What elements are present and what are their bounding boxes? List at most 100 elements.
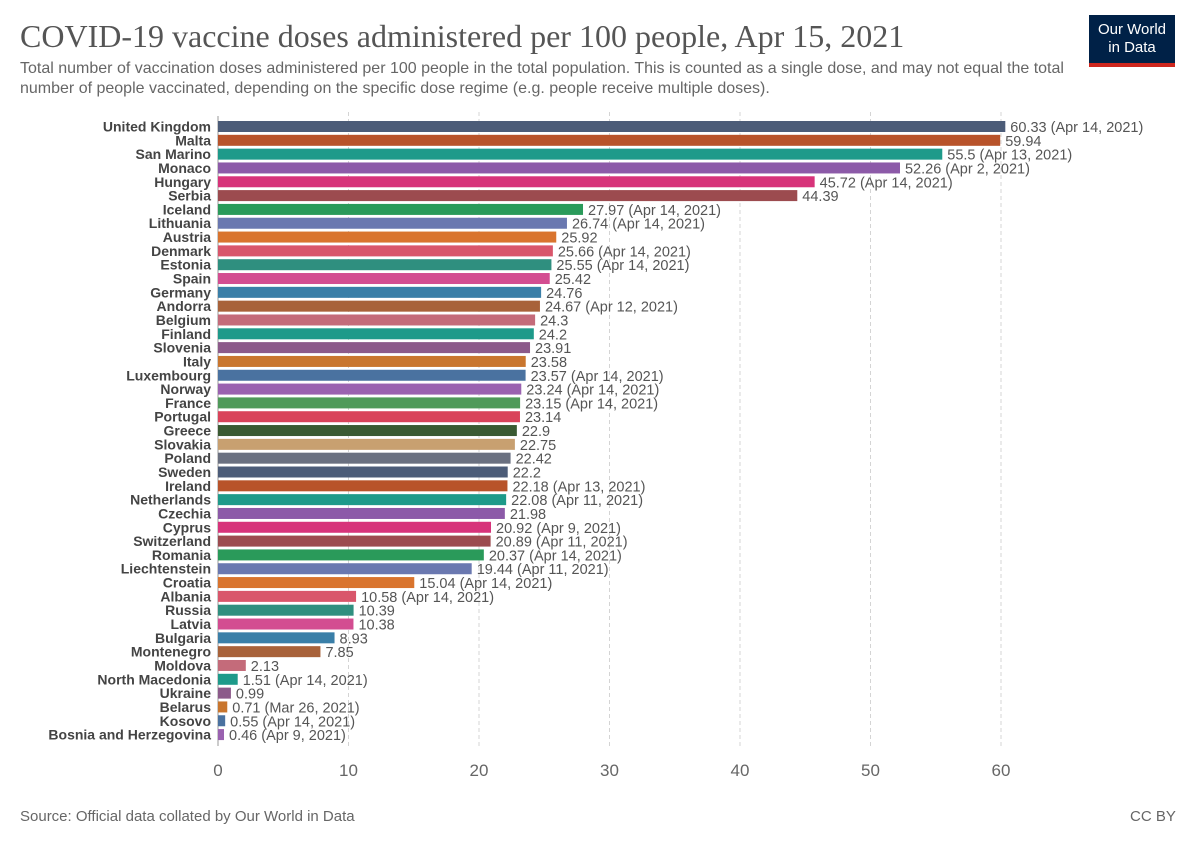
x-tick-label-20: 20 — [470, 761, 489, 780]
value-label: 52.26 (Apr 2, 2021) — [905, 161, 1030, 177]
bar-cyprus[interactable] — [218, 521, 492, 533]
category-label: Liechtenstein — [121, 561, 211, 577]
value-label: 10.39 — [359, 604, 395, 620]
bar-germany[interactable] — [218, 286, 542, 298]
value-label: 60.33 (Apr 14, 2021) — [1010, 120, 1143, 136]
bar-serbia[interactable] — [218, 190, 798, 202]
value-label: 26.74 (Apr 14, 2021) — [572, 217, 705, 233]
bar-lithuania[interactable] — [218, 217, 567, 229]
bar-belgium[interactable] — [218, 314, 536, 326]
bar-united-kingdom[interactable] — [218, 121, 1006, 132]
value-label: 19.44 (Apr 11, 2021) — [477, 562, 609, 578]
category-label: Iceland — [163, 201, 211, 217]
bar-croatia[interactable] — [218, 577, 415, 589]
category-label: Romania — [152, 547, 211, 563]
category-label: Italy — [183, 353, 211, 369]
value-label: 1.51 (Apr 14, 2021) — [243, 673, 368, 689]
category-label: Czechia — [158, 505, 211, 521]
bar-romania[interactable] — [218, 549, 484, 561]
bar-norway[interactable] — [218, 383, 522, 395]
chart-title: COVID-19 vaccine doses administered per … — [20, 18, 905, 54]
category-label: Bosnia and Herzegovina — [48, 727, 211, 743]
bar-greece[interactable] — [218, 425, 517, 437]
bar-czechia[interactable] — [218, 507, 505, 519]
category-label: Albania — [160, 588, 211, 604]
category-label: Finland — [161, 326, 211, 342]
value-label: 23.58 — [531, 355, 567, 371]
bar-netherlands[interactable] — [218, 494, 507, 506]
bar-andorra[interactable] — [218, 300, 540, 312]
category-label: Greece — [164, 423, 212, 439]
category-label: Slovakia — [154, 436, 211, 452]
value-label: 22.08 (Apr 11, 2021) — [511, 493, 643, 509]
license-link[interactable]: CC BY — [1130, 808, 1176, 825]
bar-italy[interactable] — [218, 355, 526, 367]
value-label: 23.91 — [535, 341, 571, 357]
bar-north-macedonia[interactable] — [218, 673, 238, 685]
value-label: 22.18 (Apr 13, 2021) — [512, 479, 645, 495]
value-label: 45.72 (Apr 14, 2021) — [820, 175, 953, 191]
value-label: 23.14 — [525, 410, 561, 426]
bar-moldova[interactable] — [218, 659, 246, 671]
bar-malta[interactable] — [218, 134, 1001, 146]
bar-sweden[interactable] — [218, 466, 508, 478]
category-label: Bulgaria — [155, 630, 211, 646]
bar-luxembourg[interactable] — [218, 369, 526, 381]
bar-portugal[interactable] — [218, 411, 520, 423]
bar-albania[interactable] — [218, 590, 357, 602]
category-label: Denmark — [151, 243, 211, 259]
value-label: 10.58 (Apr 14, 2021) — [361, 590, 494, 606]
value-label: 22.2 — [513, 466, 541, 482]
value-label: 10.38 — [358, 618, 394, 634]
x-axis-ticks: 0 10 20 30 40 50 60 — [213, 761, 1010, 780]
value-label: 20.37 (Apr 14, 2021) — [489, 548, 622, 564]
value-label: 20.89 (Apr 11, 2021) — [496, 535, 628, 551]
bar-bulgaria[interactable] — [218, 632, 335, 644]
category-label: Germany — [150, 284, 211, 300]
bar-austria[interactable] — [218, 231, 557, 243]
value-label: 25.55 (Apr 14, 2021) — [556, 258, 689, 274]
category-label: Kosovo — [160, 713, 211, 729]
bar-san-marino[interactable] — [218, 148, 943, 160]
value-label: 24.76 — [546, 286, 582, 302]
bar-poland[interactable] — [218, 452, 511, 464]
bar-kosovo[interactable] — [218, 715, 226, 727]
value-label: 23.15 (Apr 14, 2021) — [525, 396, 658, 412]
category-label: Malta — [175, 132, 211, 148]
bar-montenegro[interactable] — [218, 646, 321, 658]
bar-liechtenstein[interactable] — [218, 563, 472, 575]
bar-spain[interactable] — [218, 273, 550, 285]
value-label: 23.24 (Apr 14, 2021) — [526, 383, 659, 399]
category-label: Slovenia — [153, 340, 211, 356]
bar-france[interactable] — [218, 397, 521, 409]
value-label: 24.67 (Apr 12, 2021) — [545, 300, 678, 316]
bar-monaco[interactable] — [218, 162, 900, 174]
value-label: 8.93 — [340, 631, 368, 647]
bar-ireland[interactable] — [218, 480, 508, 492]
chart-bars — [218, 121, 1006, 741]
owid-logo[interactable]: Our World in Data — [1089, 15, 1175, 67]
category-label: Latvia — [171, 616, 212, 632]
bar-belarus[interactable] — [218, 701, 228, 713]
bar-denmark[interactable] — [218, 245, 553, 257]
category-label: Estonia — [160, 257, 211, 273]
bar-russia[interactable] — [218, 604, 354, 616]
bar-slovakia[interactable] — [218, 438, 515, 450]
bar-bosnia-and-herzegovina[interactable] — [218, 729, 225, 741]
bar-finland[interactable] — [218, 328, 534, 340]
bar-ukraine[interactable] — [218, 687, 231, 699]
bar-switzerland[interactable] — [218, 535, 491, 547]
bar-latvia[interactable] — [218, 618, 354, 630]
bar-iceland[interactable] — [218, 203, 584, 215]
category-label: United Kingdom — [103, 119, 211, 135]
bar-slovenia[interactable] — [218, 342, 531, 354]
category-label: Russia — [165, 602, 211, 618]
value-label: 0.99 — [236, 687, 264, 703]
bar-estonia[interactable] — [218, 259, 552, 271]
category-label: Spain — [173, 271, 211, 287]
value-label: 25.66 (Apr 14, 2021) — [558, 244, 691, 260]
bar-hungary[interactable] — [218, 176, 815, 188]
x-tick-label-50: 50 — [861, 761, 880, 780]
category-label: Croatia — [163, 575, 211, 591]
value-label: 22.9 — [522, 424, 550, 440]
